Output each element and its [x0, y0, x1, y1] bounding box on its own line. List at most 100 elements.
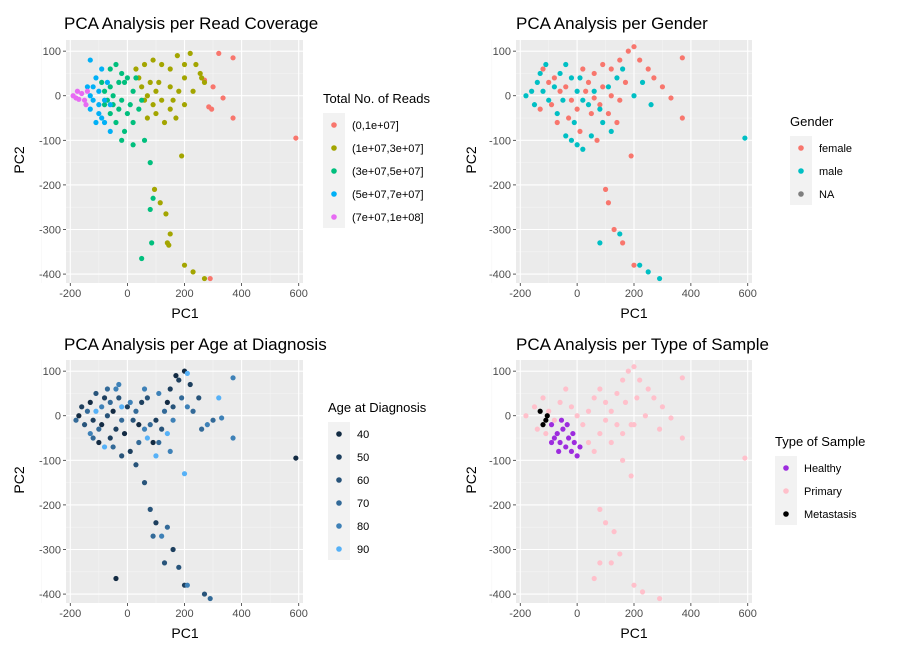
legend-title: Age at Diagnosis — [328, 400, 427, 415]
data-point — [230, 375, 236, 381]
data-point — [605, 110, 612, 117]
data-point — [591, 95, 597, 101]
legend-key — [331, 191, 337, 197]
data-point — [637, 262, 643, 268]
data-point — [127, 448, 133, 455]
data-point — [119, 97, 125, 103]
data-point — [139, 399, 145, 405]
data-point — [631, 93, 637, 99]
data-point — [659, 84, 666, 90]
legend-label: Healthy — [804, 463, 842, 475]
x-tick-label: 0 — [574, 608, 580, 620]
data-point — [107, 128, 113, 135]
data-point — [548, 422, 555, 428]
data-point — [588, 133, 594, 139]
legend-key — [336, 500, 342, 506]
data-point — [76, 96, 82, 102]
data-point — [124, 110, 130, 117]
data-point — [170, 417, 176, 423]
x-axis-title: PC1 — [620, 625, 647, 641]
data-point — [101, 102, 108, 108]
data-point — [574, 88, 580, 94]
legend-key — [331, 168, 337, 174]
data-point — [668, 95, 674, 101]
data-point — [107, 399, 113, 405]
data-point — [167, 84, 173, 90]
data-point — [87, 93, 93, 99]
y-tick-label: 100 — [493, 366, 511, 378]
data-point — [144, 93, 150, 99]
data-point — [157, 200, 163, 206]
data-point — [93, 408, 99, 414]
data-point — [548, 439, 555, 446]
data-point — [554, 119, 560, 126]
data-point — [594, 137, 600, 143]
data-point — [230, 55, 236, 61]
data-point — [113, 386, 119, 392]
data-point — [90, 435, 96, 441]
data-point — [679, 115, 685, 121]
chart-4: PCA Analysis per Type of Sample -200 0 200 4… — [463, 335, 865, 641]
data-point — [116, 106, 122, 112]
data-point — [558, 417, 565, 423]
data-point — [628, 473, 634, 479]
data-point — [96, 102, 102, 108]
chart-title: PCA Analysis per Type of Sample — [516, 335, 769, 354]
data-point — [580, 422, 586, 428]
data-point — [597, 560, 603, 566]
data-point — [141, 137, 148, 143]
data-point — [625, 48, 631, 54]
data-point — [119, 417, 125, 423]
data-point — [209, 106, 215, 112]
legend-label: Metastasis — [804, 509, 857, 521]
data-point — [166, 242, 172, 248]
data-point — [648, 102, 654, 108]
data-point — [119, 453, 125, 459]
legend-key — [336, 454, 342, 460]
y-tick-label: 100 — [493, 46, 511, 58]
data-point — [153, 88, 159, 94]
series-Healthy — [548, 417, 583, 459]
data-point — [167, 231, 173, 237]
data-point — [546, 79, 552, 85]
data-point — [588, 110, 594, 117]
data-point — [181, 471, 188, 477]
y-tick-label: -400 — [489, 269, 511, 281]
data-point — [167, 386, 173, 392]
data-point — [147, 506, 153, 512]
y-tick-label: -200 — [489, 180, 511, 192]
data-point — [634, 395, 640, 401]
data-point — [563, 444, 569, 450]
data-point — [144, 435, 150, 441]
data-point — [130, 119, 136, 126]
data-point — [170, 97, 176, 103]
series-(5e+07,7e+07] — [84, 57, 113, 135]
data-point — [617, 57, 623, 63]
data-point — [181, 262, 188, 268]
data-point — [163, 211, 169, 217]
data-point — [546, 408, 552, 414]
legend-label: NA — [819, 189, 835, 201]
data-point — [540, 422, 546, 428]
x-tick-label: 0 — [574, 288, 580, 300]
data-point — [216, 50, 222, 56]
legend-label: (3e+07,5e+07] — [352, 166, 424, 178]
series-(7e+07,1e+08] — [70, 88, 91, 108]
data-point — [110, 444, 116, 450]
data-point — [230, 435, 236, 441]
data-point — [113, 119, 119, 126]
data-point — [574, 106, 580, 112]
data-point — [564, 422, 570, 428]
data-point — [84, 84, 91, 90]
data-point — [176, 564, 182, 570]
data-point — [187, 381, 193, 388]
data-point — [608, 439, 614, 446]
legend-label: 80 — [357, 521, 369, 533]
data-point — [159, 61, 165, 68]
data-point — [574, 453, 580, 459]
data-point — [563, 386, 569, 392]
data-point — [551, 84, 557, 90]
data-point — [591, 70, 597, 77]
data-point — [110, 93, 116, 99]
data-point — [614, 390, 620, 397]
